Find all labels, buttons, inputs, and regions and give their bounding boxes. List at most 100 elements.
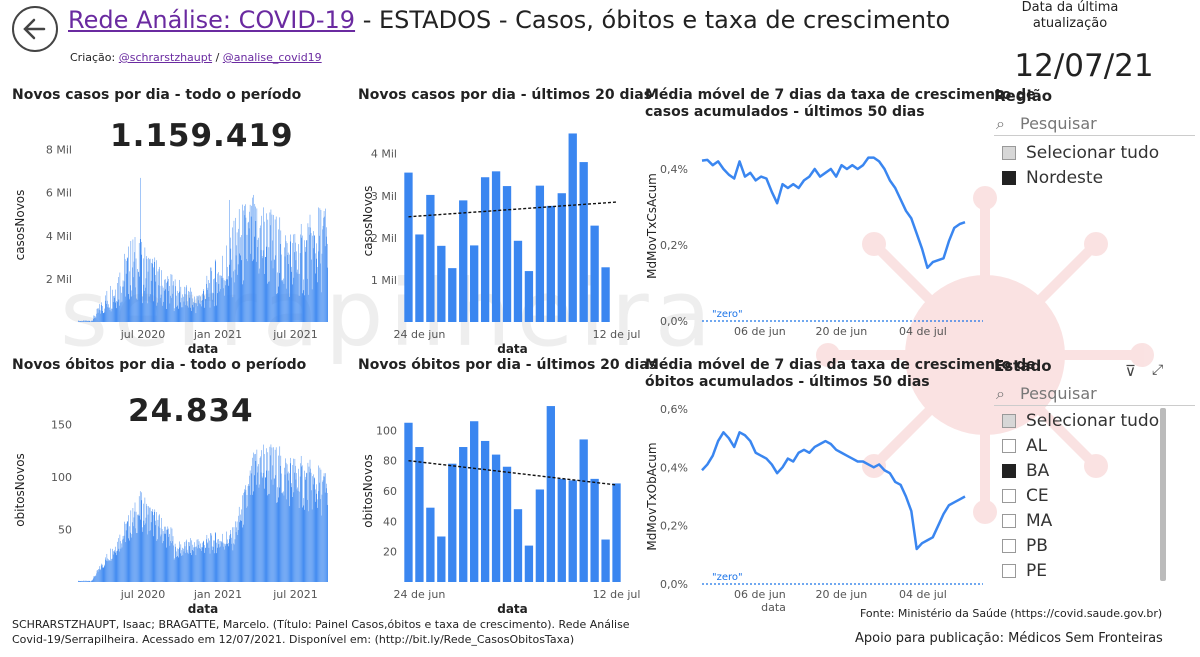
checkbox-icon[interactable] — [1002, 438, 1016, 453]
x-tick-label: jan 2021 — [193, 588, 242, 601]
x-axis-title: data — [761, 601, 786, 614]
x-tick-label: jul 2020 — [120, 328, 166, 341]
bar — [502, 466, 512, 582]
x-tick-label: 20 de jun — [816, 588, 868, 601]
update-date: 12/07/21 — [1014, 48, 1154, 84]
checkbox-icon[interactable] — [1002, 413, 1016, 428]
bar — [590, 225, 599, 322]
estado-option[interactable]: CE — [1002, 483, 1169, 508]
y-tick-label: 100 — [376, 424, 397, 437]
y-tick-label: 2 Mil — [46, 273, 72, 286]
x-axis-title: data — [188, 602, 219, 615]
deaths-total-kpi: 24.834 — [128, 393, 254, 429]
cases-total-kpi: 1.159.419 — [110, 118, 294, 154]
regiao-option[interactable]: Selecionar tudo — [1002, 140, 1169, 165]
regiao-slicer-title: Região — [994, 87, 1053, 105]
deaths-rate-chart: "zero" 0,0% 0,2% 0,4% 0,6% 06 de jun 20 de jun… — [645, 403, 983, 614]
citation: SCHRARSTZHAUPT, Isaac; BRAGATTE, Marcelo… — [12, 617, 630, 647]
bar — [557, 478, 566, 582]
bar — [612, 483, 621, 582]
credit-link-1[interactable]: @schrarstzhaupt — [118, 51, 213, 64]
y-axis-title: obitosNovos — [13, 453, 27, 527]
bar — [579, 162, 588, 322]
checkbox-icon[interactable] — [1002, 538, 1016, 553]
back-button[interactable] — [12, 6, 58, 52]
x-tick-label: 20 de jun — [816, 325, 868, 338]
credit-sep: / — [212, 51, 223, 64]
bar — [415, 447, 424, 582]
regiao-slicer: ⌕ Pesquisar Selecionar tudo Nordeste — [994, 112, 1195, 190]
y-tick-label: 3 Mil — [371, 190, 397, 203]
cases-rate-chart: "zero" 0,0% 0,2% 0,4% 06 de jun 20 de jun 04 d… — [645, 156, 983, 338]
regiao-search-input[interactable]: ⌕ Pesquisar — [994, 112, 1195, 136]
cases-20-title: Novos casos por dia - últimos 20 dias — [358, 87, 653, 103]
checkbox-icon[interactable] — [1002, 513, 1016, 528]
update-label: Data da última atualização — [1021, 0, 1119, 31]
y-tick-label: 0,6% — [660, 403, 688, 416]
title-text: - ESTADOS - Casos, óbitos e taxa de cres… — [355, 6, 951, 34]
checkbox-icon[interactable] — [1002, 563, 1016, 578]
y-tick-label: 40 — [383, 515, 397, 528]
regiao-list: Selecionar tudo Nordeste — [994, 140, 1169, 190]
x-tick-label: 06 de jun — [734, 325, 786, 338]
source-note: Fonte: Ministério da Saúde (https://covi… — [860, 607, 1163, 620]
estado-list: Selecionar tudoALBACEMAPBPEPI — [994, 408, 1169, 583]
bar — [546, 406, 555, 582]
search-icon: ⌕ — [996, 114, 1005, 133]
deaths-rate-title-1: Média móvel de 7 dias da taxa de crescim… — [645, 357, 1036, 373]
estado-scrollbar[interactable] — [1160, 408, 1166, 581]
deaths-all-title: Novos óbitos por dia - todo o período — [12, 357, 307, 373]
bar — [557, 193, 566, 322]
estado-option[interactable]: MA — [1002, 508, 1169, 533]
regiao-option-label: Nordeste — [1026, 167, 1104, 188]
y-tick-label: 2 Mil — [371, 232, 397, 245]
checkbox-icon[interactable] — [1002, 463, 1016, 478]
estado-option[interactable]: PE — [1002, 558, 1169, 583]
checkbox-icon[interactable] — [1002, 170, 1016, 185]
expand-icon[interactable]: ⤢ — [1152, 362, 1164, 378]
estado-option-label: CE — [1026, 485, 1049, 506]
bar — [480, 440, 490, 582]
y-tick-label: 0,2% — [660, 239, 688, 252]
y-axis-title: casosNovos — [361, 186, 375, 257]
estado-option-label: MA — [1026, 510, 1053, 531]
estado-option[interactable]: PB — [1002, 533, 1169, 558]
cases-all-chart: 2 Mil 4 Mil 6 Mil 8 Mil jul 2020 jan 2021 jul … — [13, 144, 328, 355]
estado-option[interactable]: AL — [1002, 433, 1169, 458]
y-axis-title: MdMovTxCsAcum — [645, 173, 659, 279]
estado-option-label: AL — [1026, 435, 1048, 456]
bar — [546, 205, 555, 322]
estado-option-label: PE — [1026, 560, 1047, 581]
bar — [448, 268, 457, 322]
bar — [568, 480, 577, 582]
credit-link-2[interactable]: @analise_covid19 — [222, 51, 322, 64]
bar — [470, 421, 479, 582]
estado-search-input[interactable]: ⌕ Pesquisar — [994, 382, 1195, 406]
bar — [459, 200, 468, 322]
y-tick-label: 0,4% — [660, 163, 688, 176]
y-tick-label: 0,2% — [660, 520, 688, 533]
estado-option[interactable]: Selecionar tudo — [1002, 408, 1169, 433]
filter-icon[interactable]: ⊽ — [1125, 362, 1136, 380]
x-tick-label: jul 2020 — [120, 588, 166, 601]
bar — [601, 267, 610, 322]
x-tick-label: 04 de jul — [899, 325, 947, 338]
bar — [579, 439, 588, 582]
bar — [415, 234, 424, 322]
y-tick-label: 1 Mil — [371, 274, 397, 287]
credits-prefix: Criação: — [70, 51, 119, 64]
bar — [404, 422, 413, 582]
bar — [601, 539, 610, 582]
regiao-option[interactable]: Nordeste — [1002, 165, 1169, 190]
y-tick-label: 150 — [51, 418, 72, 431]
citation-line-2: Covid-19/Serrapilheira. Acessado em 12/0… — [12, 633, 575, 646]
title-link[interactable]: Rede Análise: COVID-19 — [68, 6, 356, 34]
checkbox-icon[interactable] — [1002, 145, 1016, 160]
estado-option[interactable]: BA — [1002, 458, 1169, 483]
bar — [513, 509, 523, 582]
deaths-all-chart: 50 100 150 jul 2020 jan 2021 jul 2021 data obit… — [13, 418, 328, 615]
bar — [404, 172, 413, 322]
y-tick-label: 20 — [383, 546, 397, 559]
checkbox-icon[interactable] — [1002, 488, 1016, 503]
bar — [502, 186, 512, 322]
